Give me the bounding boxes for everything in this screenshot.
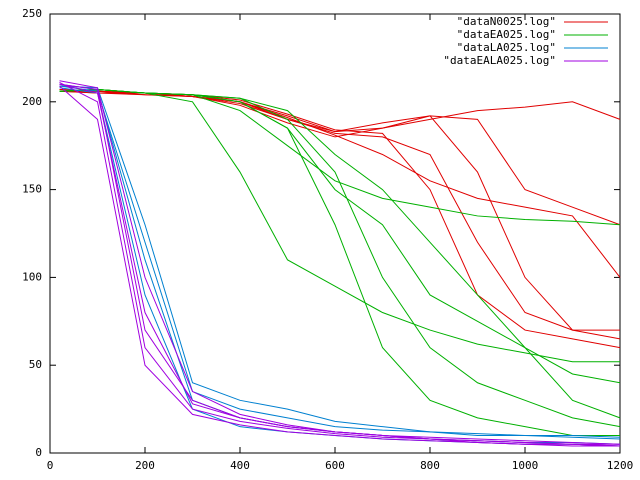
x-tick-label: 600 (325, 459, 345, 472)
data-line (59, 89, 621, 428)
data-line (59, 83, 620, 445)
data-line (59, 87, 621, 447)
y-tick-label: 150 (22, 183, 42, 196)
plot-frame (49, 13, 621, 454)
legend-label: "dataEALA025.log" (443, 54, 556, 67)
data-line (59, 90, 621, 133)
legend-label: "dataN0025.log" (457, 15, 556, 28)
y-tick-label: 50 (29, 358, 42, 371)
data-line (59, 82, 621, 447)
data-line (59, 89, 620, 331)
x-tick-label: 400 (230, 459, 250, 472)
data-line (59, 89, 620, 436)
data-line (59, 85, 621, 438)
x-tick-label: 1200 (607, 459, 634, 472)
legend-label: "dataLA025.log" (457, 41, 556, 54)
data-line (59, 80, 621, 445)
data-line (59, 85, 620, 447)
x-tick-label: 200 (135, 459, 155, 472)
x-tick-label: 0 (47, 459, 54, 472)
x-tick-label: 800 (420, 459, 440, 472)
data-line (59, 89, 621, 419)
data-line (59, 89, 621, 226)
y-tick-label: 100 (22, 270, 42, 283)
data-line (59, 83, 621, 445)
data-line (59, 83, 621, 447)
data-line (59, 85, 621, 440)
y-tick-label: 0 (35, 446, 42, 459)
y-tick-label: 250 (22, 7, 42, 20)
legend-label: "dataEA025.log" (457, 28, 556, 41)
data-line (59, 89, 621, 340)
x-tick-label: 1000 (512, 459, 539, 472)
y-tick-label: 200 (22, 95, 42, 108)
data-line (59, 90, 621, 278)
